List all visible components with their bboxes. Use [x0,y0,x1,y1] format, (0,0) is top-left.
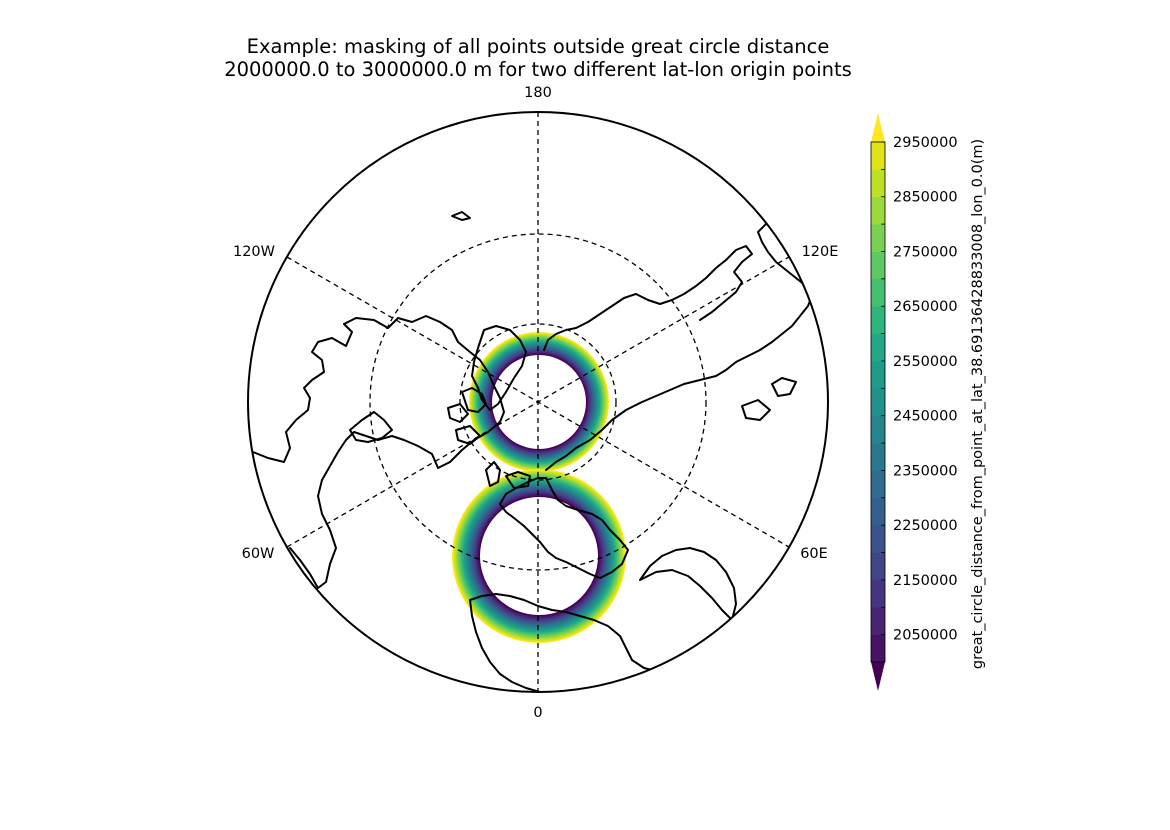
colorbar-tick-label: 2050000 [893,628,958,644]
colorbar-band [871,224,885,252]
coastline-uk [485,461,501,487]
coastline-north-america [252,315,505,589]
colorbar-band [871,552,885,581]
coastline-europe [499,477,629,579]
colorbar-band [871,142,885,170]
colorbar-tick-label: 2150000 [893,573,958,589]
title-line-1: Example: masking of all points outside g… [247,35,830,58]
coastline-eurasia [543,223,813,471]
distance-ring-origin-point [452,469,626,643]
lon-label-lower-left: 60W [242,546,275,562]
coastline-arctic-islands [447,387,487,445]
colorbar-band [871,388,885,417]
colorbar-band [871,525,885,553]
colorbar-extend-bottom [871,662,885,691]
coastline-iceland [505,471,531,489]
coastline-greenland [471,325,527,411]
colorbar-tick-label: 2550000 [893,354,958,370]
colorbar-band [871,196,885,225]
lon-label-top: 180 [524,85,552,101]
colorbar-frame [870,141,886,663]
lon-label-lower-right: 60E [800,546,828,562]
colorbar-band [871,169,885,198]
colorbar-tick-label: 2450000 [893,409,958,425]
latitude-circle-inner [459,323,617,481]
colorbar-segments [871,142,885,663]
colorbar-tick-label: 2850000 [893,190,958,206]
colorbar-band [871,607,885,636]
lon-label-upper-right: 120E [802,244,839,260]
coastline-alaska-island [451,211,471,221]
colorbar-band [871,634,885,663]
colorbar-tick-label: 2750000 [893,244,958,260]
colorbar-ticks: 2950000 2850000 2750000 2650000 2550000 24500… [881,135,958,663]
colorbar-band [871,415,885,444]
lon-label-bottom: 0 [533,705,542,721]
colorbar-band [871,497,885,526]
coastline-hudson-bay [349,411,393,443]
colorbar-tick-label: 2950000 [893,135,958,151]
colorbar-band [871,251,885,280]
ring-masked-center [480,497,598,615]
colorbar-band [871,443,885,471]
map-boundary [247,111,829,693]
colorbar-band [871,360,885,389]
latitude-circle-outer [369,233,707,571]
title-line-2: 2000000.0 to 3000000.0 m for two differe… [224,58,852,81]
colorbar-band [871,470,885,499]
colorbar-band [871,579,885,608]
polar-map: 180 0 120W 120E 60W 60E [233,85,838,721]
colorbar-tick-label: 2350000 [893,463,958,479]
coastline-arabia [639,547,737,621]
colorbar-label: great_circle_distance_from_point_at_lat_… [970,139,986,669]
colorbar-band [871,278,885,307]
colorbar-tick-label: 2250000 [893,518,958,534]
graticule [286,112,790,692]
colorbar: 2950000 2850000 2750000 2650000 2550000 24500… [870,113,986,691]
colorbar-band [871,333,885,362]
colorbar-extend-top [871,113,885,142]
lon-label-upper-left: 120W [233,244,275,260]
meridian-60w-120e [286,256,790,548]
colorbar-band [871,306,885,334]
colorbar-tick-label: 2650000 [893,299,958,315]
